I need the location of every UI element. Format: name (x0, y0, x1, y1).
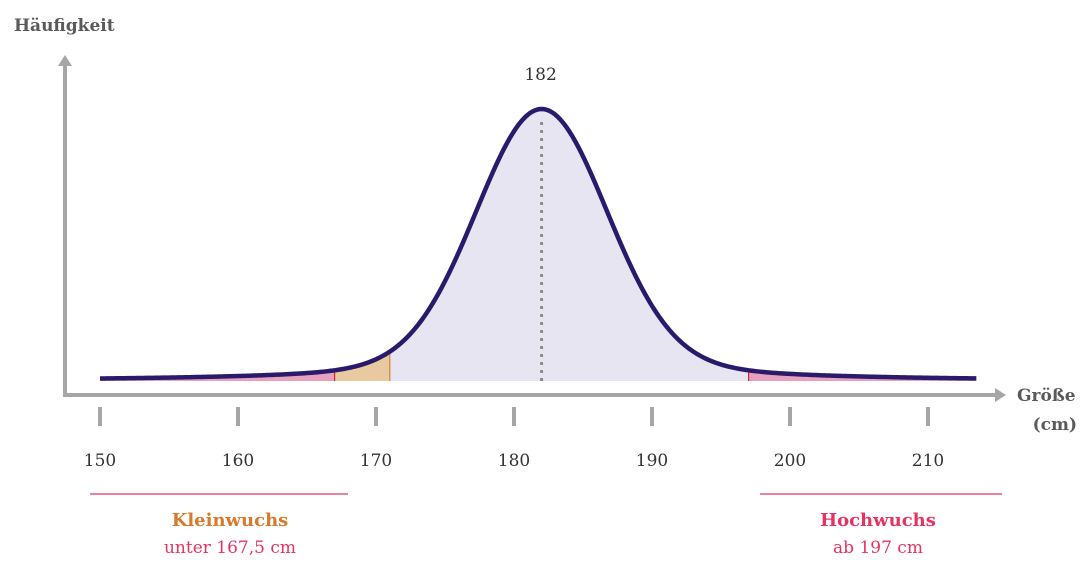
x-tick-label-160: 160 (222, 451, 254, 471)
y-axis-arrow (58, 55, 72, 66)
tall-stature-range: ab 197 cm (833, 538, 923, 558)
x-axis-unit: (cm) (1033, 415, 1077, 435)
y-axis-label: Häufigkeit (14, 16, 115, 36)
x-tick-label-170: 170 (360, 451, 392, 471)
distribution-curve (99, 106, 977, 381)
x-tick-label-190: 190 (636, 451, 668, 471)
x-tick-label-180: 180 (498, 451, 530, 471)
peak-label: 182 (524, 65, 556, 85)
curve-area (100, 109, 977, 381)
x-axis-ticks: 150 160 170 180 190 200 210 (84, 407, 944, 471)
tall-stature-title: Hochwuchs (820, 510, 936, 531)
x-tick-label-210: 210 (912, 451, 944, 471)
x-tick-label-200: 200 (774, 451, 806, 471)
x-axis-label: Größe (1017, 386, 1076, 406)
x-axis-arrow (995, 388, 1006, 402)
short-stature-title: Kleinwuchs (172, 510, 289, 531)
short-stature-range: unter 167,5 cm (164, 538, 296, 558)
x-tick-label-150: 150 (84, 451, 116, 471)
